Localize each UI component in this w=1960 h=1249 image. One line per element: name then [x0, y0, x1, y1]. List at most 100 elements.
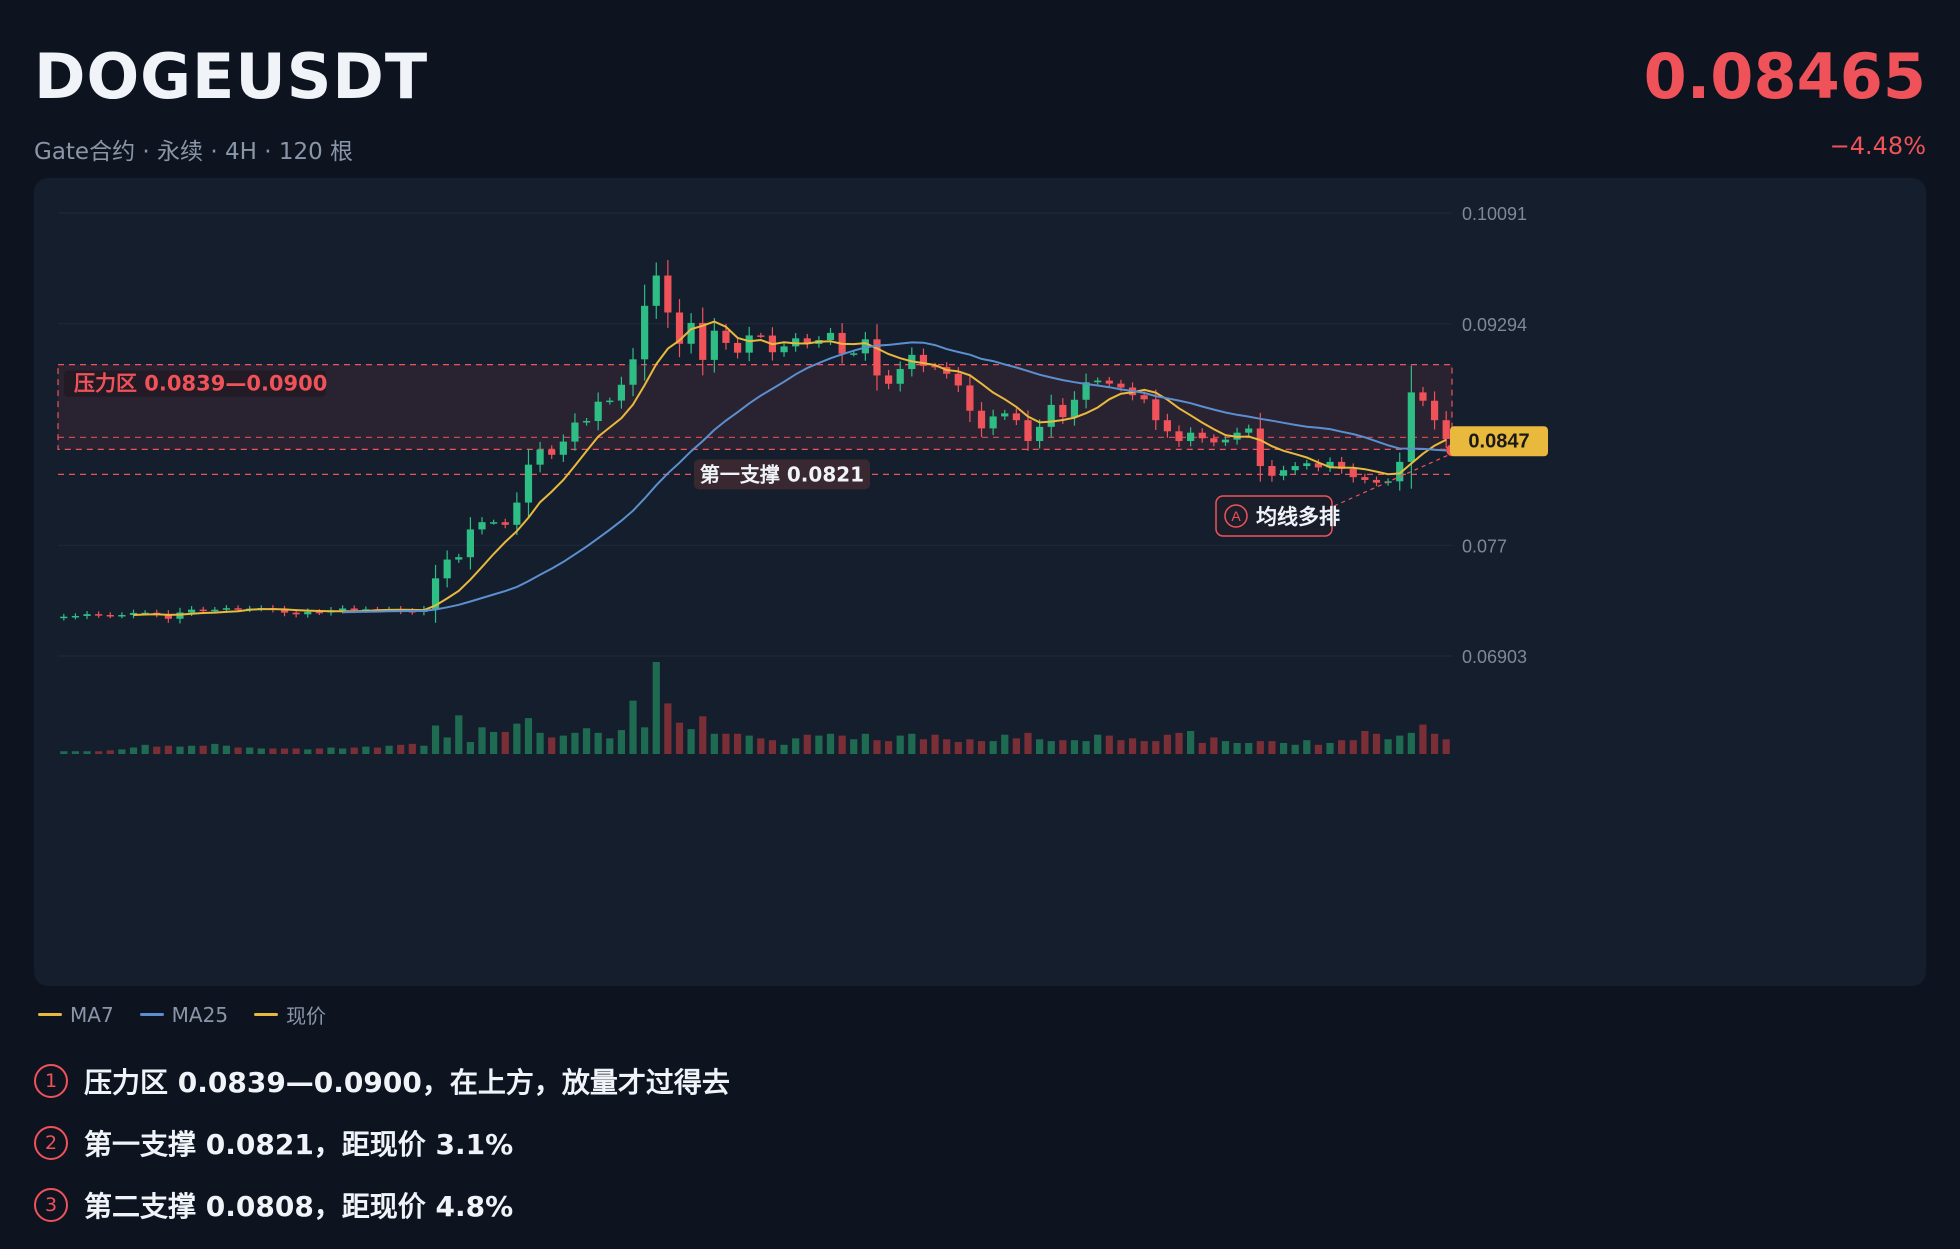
- volume-bar: [1372, 733, 1381, 754]
- candle-body: [629, 359, 637, 385]
- volume-bar: [919, 739, 928, 754]
- candle-body: [931, 365, 939, 368]
- candle-body: [1082, 382, 1090, 400]
- candle-body: [1303, 463, 1311, 467]
- candle-body: [884, 375, 893, 384]
- support-label: 第一支撑 0.0821: [700, 462, 864, 486]
- volume-bar: [1024, 732, 1032, 754]
- volume-bar: [1128, 738, 1137, 754]
- volume-bar: [780, 744, 788, 754]
- candle-body: [1396, 461, 1404, 482]
- candle-body: [350, 608, 358, 611]
- volume-bar: [246, 747, 254, 754]
- volume-bar: [327, 747, 335, 754]
- volume-bar: [826, 733, 835, 754]
- candle-body: [1245, 428, 1253, 433]
- candle-body: [733, 342, 742, 353]
- volume-bar: [106, 750, 114, 754]
- volume-bar: [977, 741, 986, 754]
- candle-body: [1372, 479, 1381, 483]
- candle-body: [95, 614, 103, 616]
- candle-body: [431, 578, 440, 610]
- candle-body: [1338, 461, 1346, 469]
- candle-body: [1279, 470, 1288, 476]
- candle-body: [966, 385, 974, 411]
- candle-body: [571, 422, 579, 442]
- resistance-label: 压力区 0.0839—0.0900: [74, 372, 327, 396]
- candle-body: [1001, 413, 1009, 417]
- volume-bar: [362, 746, 370, 754]
- volume-bar: [315, 748, 323, 754]
- volume-bar: [675, 722, 684, 754]
- volume-bar: [176, 746, 184, 754]
- candle-body: [710, 330, 718, 360]
- candle-body: [455, 557, 463, 560]
- y-tick-label: 0.077: [1462, 536, 1507, 556]
- candle-body: [1024, 420, 1032, 442]
- volume-bar: [257, 748, 265, 754]
- note-item: 3 第二支撑 0.0808，距现价 4.8%: [34, 1174, 730, 1236]
- volume-bar: [1059, 740, 1067, 754]
- volume-bar: [420, 745, 428, 754]
- volume-bar: [524, 718, 533, 754]
- volume-bar: [931, 734, 939, 754]
- candle-body: [548, 449, 556, 455]
- volume-bar: [582, 728, 591, 754]
- candlestick-chart[interactable]: 0.10091 0.09294 0.077 0.06903 压力区 0.0839—0.0…: [34, 178, 1926, 986]
- volume-bar: [536, 732, 544, 754]
- volume-bar: [339, 748, 347, 754]
- note-text: 第二支撑 0.0808，距现价 4.8%: [84, 1190, 514, 1223]
- volume-bar: [466, 742, 474, 754]
- volume-bar: [966, 739, 974, 754]
- candle-body: [83, 614, 91, 616]
- volume-bar: [908, 733, 916, 754]
- candle-body: [187, 609, 196, 613]
- volume-bar: [1117, 740, 1125, 754]
- candle-body: [536, 449, 544, 465]
- volume-bar: [443, 737, 451, 754]
- candle-body: [315, 611, 323, 614]
- note-item: 1 压力区 0.0839—0.0900，在上方，放量才过得去: [34, 1050, 730, 1112]
- volume-bar: [745, 735, 753, 754]
- candle-body: [1442, 420, 1450, 439]
- volume-bar: [1082, 741, 1090, 754]
- volume-bar: [943, 739, 951, 754]
- candle-body: [1036, 426, 1044, 442]
- volume-bar: [1094, 734, 1102, 754]
- note-item: 2 第一支撑 0.0821，距现价 3.1%: [34, 1112, 730, 1174]
- market-subtitle: Gate合约 · 永续 · 4H · 120 根: [34, 139, 354, 165]
- volume-bar: [490, 731, 498, 754]
- volume-bar: [60, 751, 68, 754]
- chart-legend: MA7 MA25 现价: [38, 1000, 326, 1029]
- candle-body: [478, 522, 486, 530]
- volume-bar: [1001, 734, 1009, 754]
- annotation-label: 均线多排: [1256, 505, 1340, 529]
- candle-body: [1291, 466, 1299, 471]
- volume-bar: [373, 747, 382, 754]
- volume-bar: [350, 747, 358, 754]
- candle-body: [745, 335, 753, 353]
- candle-body: [1105, 380, 1113, 384]
- candle-body: [71, 615, 80, 618]
- candle-body: [687, 322, 695, 344]
- volume-bar: [954, 742, 962, 754]
- volume-bar: [687, 729, 695, 754]
- volume-bar: [1047, 741, 1055, 754]
- candle-body: [304, 611, 312, 615]
- candle-body: [234, 608, 242, 610]
- candle-body: [582, 421, 591, 423]
- candle-body: [641, 305, 649, 360]
- volume-bar: [1233, 742, 1241, 754]
- volume-bar: [606, 738, 614, 754]
- candle-body: [443, 559, 451, 579]
- candle-body: [1314, 463, 1323, 468]
- volume-bar: [1210, 737, 1218, 754]
- candle-body: [1140, 395, 1148, 400]
- chart-panel[interactable]: 0.10091 0.09294 0.077 0.06903 压力区 0.0839—0.0…: [34, 178, 1926, 986]
- volume-bar: [1407, 732, 1415, 754]
- volume-bar: [513, 723, 521, 754]
- volume-bar: [652, 662, 660, 754]
- legend-label-current-price: 现价: [286, 1004, 327, 1028]
- candle-body: [850, 353, 858, 355]
- y-tick-label: 0.10091: [1462, 204, 1527, 224]
